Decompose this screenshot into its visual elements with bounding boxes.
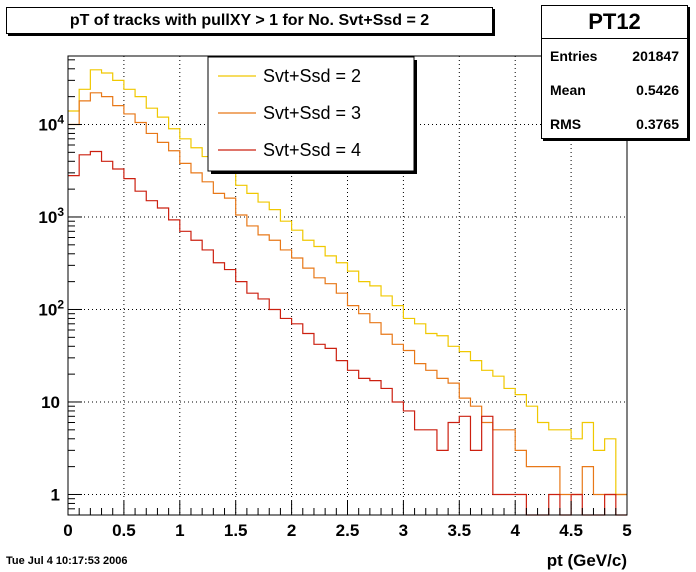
y-tick-label: 104 <box>38 112 64 134</box>
stats-label: RMS <box>550 116 582 132</box>
series-line-2 <box>68 92 627 496</box>
stats-value: 0.3765 <box>636 116 679 132</box>
title-box: pT of tracks with pullXY > 1 for No. Svt… <box>6 7 493 34</box>
y-tick-label: 1 <box>51 485 60 504</box>
x-tick-label: 2.5 <box>336 521 360 540</box>
stats-title: PT12 <box>542 6 687 39</box>
series-line-3 <box>68 150 627 516</box>
y-tick-label: 102 <box>38 297 64 319</box>
axes: 0 0.5 1 1.5 2 2.5 3 3.5 4 4.5 5 1 10 102 103 104 <box>38 59 632 540</box>
legend-label: Svt+Ssd = 4 <box>263 140 361 160</box>
x-axis-label: pt (GeV/c) <box>547 551 627 570</box>
x-tick-label: 3.5 <box>447 521 471 540</box>
stats-row-mean: Mean 0.5426 <box>542 73 687 107</box>
timestamp: Tue Jul 4 10:17:53 2006 <box>6 555 128 567</box>
legend-label: Svt+Ssd = 2 <box>263 66 361 86</box>
x-tick-label: 0 <box>63 521 72 540</box>
x-tick-label: 0.5 <box>112 521 136 540</box>
legend: Svt+Ssd = 2 Svt+Ssd = 3 Svt+Ssd = 4 <box>207 56 417 174</box>
stats-box: PT12 Entries 201847 Mean 0.5426 RMS 0.37… <box>541 5 688 139</box>
x-tick-label: 4.5 <box>559 521 583 540</box>
legend-label: Svt+Ssd = 3 <box>263 103 361 123</box>
stats-row-rms: RMS 0.3765 <box>542 107 687 141</box>
x-tick-label: 4 <box>510 521 520 540</box>
histogram-series <box>68 69 627 516</box>
x-tick-label: 5 <box>622 521 631 540</box>
x-tick-label: 1.5 <box>224 521 248 540</box>
y-tick-label: 103 <box>38 205 64 227</box>
stats-row-entries: Entries 201847 <box>542 39 687 73</box>
stats-label: Mean <box>550 82 586 98</box>
stats-value: 201847 <box>632 48 679 64</box>
chart-title: pT of tracks with pullXY > 1 for No. Svt… <box>69 12 430 29</box>
stats-label: Entries <box>550 48 598 64</box>
x-tick-label: 2 <box>287 521 296 540</box>
y-tick-label: 10 <box>41 393 60 412</box>
series-line-1 <box>68 69 627 496</box>
x-tick-label: 3 <box>399 521 408 540</box>
stats-value: 0.5426 <box>636 82 679 98</box>
x-tick-label: 1 <box>175 521 184 540</box>
